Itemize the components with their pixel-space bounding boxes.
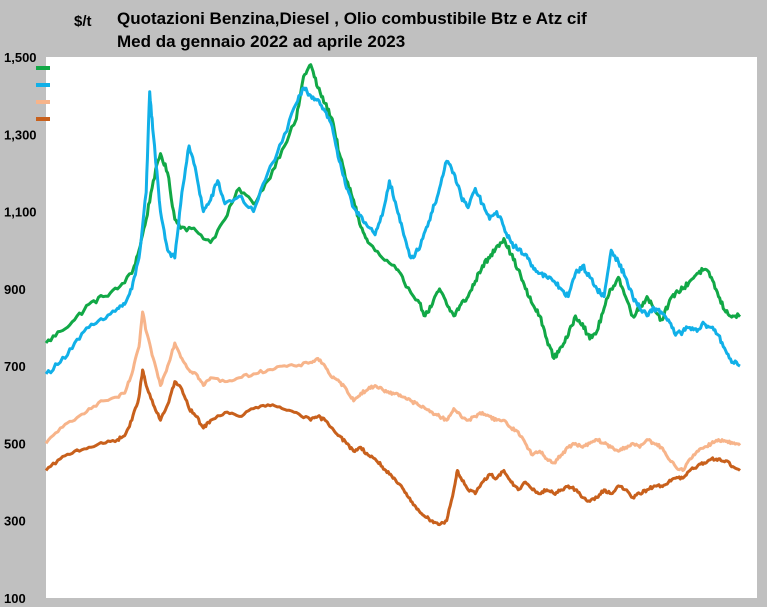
series-line-2	[44, 86, 741, 375]
series-line-3	[44, 310, 742, 472]
series-layer	[44, 63, 742, 527]
chart-title-line-1: Quotazioni Benzina,Diesel , Olio combust…	[117, 9, 587, 28]
unit-label: $/t	[74, 13, 92, 30]
chart-title-line-2: Med da gennaio 2022 ad aprile 2023	[117, 32, 405, 51]
y-tick-label: 1,500	[4, 50, 37, 65]
y-tick-label: 500	[4, 436, 26, 451]
y-axis-ticks: 1,500 1,300 1,100 900 700 500 300 100	[4, 50, 37, 606]
legend-marker-3	[36, 100, 50, 104]
y-tick-label: 300	[4, 514, 26, 529]
legend-marker-4	[36, 117, 50, 121]
y-tick-label: 1,100	[4, 205, 37, 220]
series-line-4	[44, 368, 741, 527]
y-tick-label: 900	[4, 282, 26, 297]
y-tick-label: 1,300	[4, 127, 37, 142]
series-line-1	[44, 63, 742, 360]
legend-marker-2	[36, 83, 50, 87]
plot-area	[46, 57, 757, 598]
legend-marker-1	[36, 66, 50, 70]
y-tick-label: 100	[4, 591, 26, 606]
y-tick-label: 700	[4, 359, 26, 374]
legend	[36, 66, 50, 121]
